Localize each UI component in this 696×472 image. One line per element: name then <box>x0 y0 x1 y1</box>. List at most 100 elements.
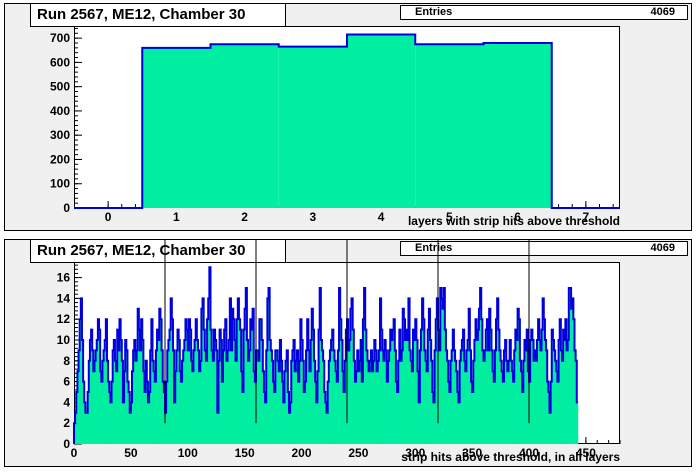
bar <box>151 319 153 444</box>
bar <box>159 308 161 444</box>
bar <box>329 350 332 444</box>
bar <box>418 402 421 444</box>
bar <box>574 350 576 444</box>
bar <box>97 319 100 444</box>
bar <box>474 340 476 444</box>
bar <box>563 329 565 444</box>
bar <box>171 319 174 444</box>
bar <box>96 340 99 444</box>
bar <box>348 350 350 444</box>
bar <box>374 340 376 444</box>
bar <box>558 340 561 444</box>
bar <box>392 329 394 444</box>
x-tick-label: 3 <box>310 210 317 224</box>
bar <box>524 340 526 444</box>
bar <box>412 329 415 444</box>
bar <box>498 329 500 444</box>
bar <box>252 308 255 444</box>
bar <box>182 360 184 444</box>
bar <box>336 381 339 444</box>
x-tick-label: 4 <box>378 210 385 224</box>
bar <box>207 319 209 444</box>
bar <box>279 340 282 444</box>
bar <box>483 42 552 209</box>
x-tick-label: 5 <box>446 210 453 224</box>
bar <box>184 340 186 444</box>
bar <box>466 350 468 444</box>
x-tick-label: 250 <box>348 446 368 460</box>
bar <box>200 360 202 444</box>
bar <box>407 340 409 444</box>
bar <box>196 340 199 444</box>
bar <box>273 381 275 444</box>
bar <box>559 319 562 444</box>
bottom-title: Run 2567, ME12, Chamber 30 <box>30 239 286 263</box>
bar <box>325 402 327 444</box>
bar <box>284 371 286 444</box>
bar <box>379 298 382 444</box>
bar <box>122 402 125 444</box>
bar <box>224 329 226 444</box>
bar <box>244 308 247 444</box>
bar <box>342 371 344 444</box>
bar <box>386 381 389 444</box>
bar <box>170 298 173 444</box>
y-tick-label: 100 <box>50 177 70 191</box>
bar <box>534 350 537 444</box>
bar <box>119 319 121 444</box>
bar <box>478 308 481 444</box>
bar <box>458 402 460 444</box>
bar <box>138 329 141 444</box>
bar <box>477 329 480 444</box>
bar <box>245 288 248 444</box>
x-tick-label: 350 <box>462 446 482 460</box>
bar <box>192 371 194 444</box>
bar <box>506 360 508 444</box>
bar <box>475 319 477 444</box>
bar <box>542 298 545 444</box>
bar <box>464 360 466 444</box>
bar <box>431 360 433 444</box>
bar <box>426 371 429 444</box>
bar <box>557 381 559 444</box>
top-stats-label: Entries <box>415 6 453 18</box>
bar <box>339 288 341 444</box>
bar <box>205 360 208 444</box>
bar <box>378 350 381 444</box>
bar <box>270 350 273 444</box>
bar <box>321 350 324 444</box>
bar <box>229 298 232 444</box>
bar <box>108 381 110 444</box>
bar <box>287 392 290 444</box>
bar <box>285 360 288 444</box>
bar <box>168 340 170 444</box>
bar <box>225 319 227 444</box>
bar <box>118 350 120 444</box>
bar <box>568 288 571 444</box>
bar <box>141 319 143 444</box>
x-tick-label: 2 <box>241 210 248 224</box>
bar <box>423 319 425 444</box>
bar <box>450 360 452 444</box>
bar <box>539 340 541 444</box>
bar <box>526 329 529 444</box>
bar <box>360 340 363 444</box>
bar <box>91 329 93 444</box>
bar <box>376 371 379 444</box>
bar <box>193 350 195 444</box>
bar <box>130 402 133 444</box>
bar <box>185 319 187 444</box>
bar <box>391 340 393 444</box>
bar <box>484 350 487 444</box>
bar <box>491 350 493 444</box>
bar <box>286 350 289 444</box>
bar <box>535 360 538 444</box>
bar <box>352 329 355 444</box>
bar <box>472 392 474 444</box>
x-tick-label: 100 <box>178 446 198 460</box>
bar <box>230 350 233 444</box>
bar <box>334 360 336 444</box>
bar <box>556 371 558 444</box>
bar <box>238 319 241 444</box>
bar <box>499 350 501 444</box>
